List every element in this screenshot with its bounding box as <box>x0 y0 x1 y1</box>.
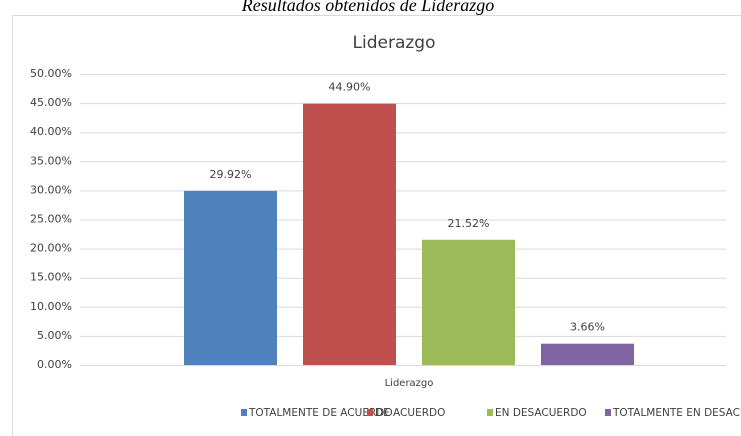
bar <box>422 239 515 365</box>
legend-label: DE ACUERDO <box>375 407 445 419</box>
y-tick-label: 45.00% <box>30 96 72 109</box>
y-tick-label: 25.00% <box>30 213 72 226</box>
y-tick-label: 35.00% <box>30 154 72 167</box>
value-label: 21.52% <box>448 217 490 230</box>
value-label: 44.90% <box>329 81 371 94</box>
legend-label: TOTALMENTE EN DESACUERDO <box>612 407 741 419</box>
chart-title: Liderazgo <box>353 33 436 53</box>
y-tick-label: 20.00% <box>30 242 72 255</box>
y-tick-label: 0.00% <box>37 358 72 371</box>
y-tick-label: 10.00% <box>30 300 72 313</box>
value-label: 3.66% <box>570 321 605 334</box>
legend-label: TOTALMENTE DE ACUERDO <box>248 407 393 419</box>
value-label: 29.92% <box>210 168 252 181</box>
bar <box>541 343 634 365</box>
legend-swatch <box>367 409 373 416</box>
legend-swatch <box>605 409 611 416</box>
legend-swatch <box>241 409 247 416</box>
y-tick-label: 30.00% <box>30 183 72 196</box>
caption-background <box>160 0 580 14</box>
bar <box>184 190 277 365</box>
y-tick-label: 15.00% <box>30 271 72 284</box>
legend-swatch <box>487 409 493 416</box>
y-tick-label: 40.00% <box>30 125 72 138</box>
x-tick-label: Liderazgo <box>385 378 434 389</box>
y-tick-label: 50.00% <box>30 67 72 80</box>
caption: Resultados obtenidos de Liderazgo <box>241 0 495 15</box>
y-tick-label: 5.00% <box>37 329 72 342</box>
bar <box>303 103 396 365</box>
legend-label: EN DESACUERDO <box>495 407 587 419</box>
